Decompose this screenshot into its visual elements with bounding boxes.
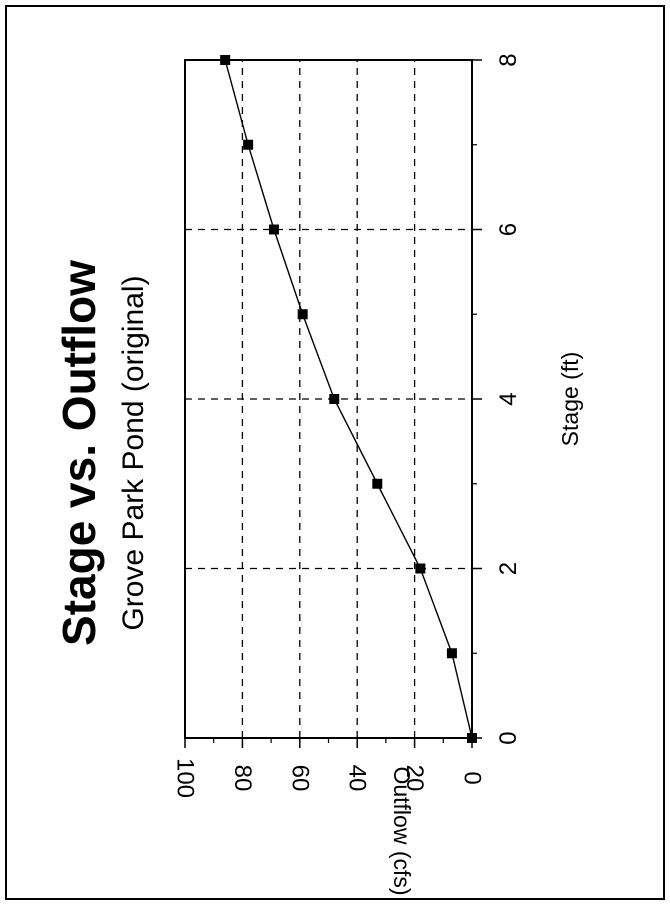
x-tick-label: 2 [495, 562, 522, 575]
axis-ticks [184, 59, 482, 748]
data-point-marker [446, 648, 457, 659]
page-border [5, 5, 665, 900]
y-tick-label: 60 [286, 765, 313, 792]
x-tick-label: 6 [495, 223, 522, 236]
data-point-marker [467, 733, 477, 743]
chart-title: Stage vs. Outflow [53, 260, 105, 646]
data-point-marker [329, 394, 340, 404]
x-tick-label: 4 [495, 392, 522, 405]
data-point-marker [297, 309, 308, 320]
data-point-marker [415, 563, 426, 574]
data-point-marker [243, 139, 254, 150]
data-point-marker [220, 55, 231, 65]
x-axis-label: Stage (ft) [557, 352, 583, 447]
y-axis-label: Outflow (cfs) [389, 766, 415, 895]
y-tick-label: 40 [344, 765, 371, 792]
x-tick-label: 8 [495, 53, 522, 66]
y-tick-label: 80 [229, 765, 256, 792]
y-tick-label: 0 [459, 771, 486, 784]
x-tick-label: 0 [495, 731, 522, 744]
data-point-marker [268, 224, 279, 235]
gridlines [185, 60, 472, 738]
series-1 [220, 55, 477, 743]
data-point-marker [372, 478, 383, 489]
y-tick-label: 20 [401, 765, 428, 792]
chart-subtitle: Grove Park Pond (original) [117, 275, 150, 630]
y-tick-label: 100 [172, 758, 199, 798]
